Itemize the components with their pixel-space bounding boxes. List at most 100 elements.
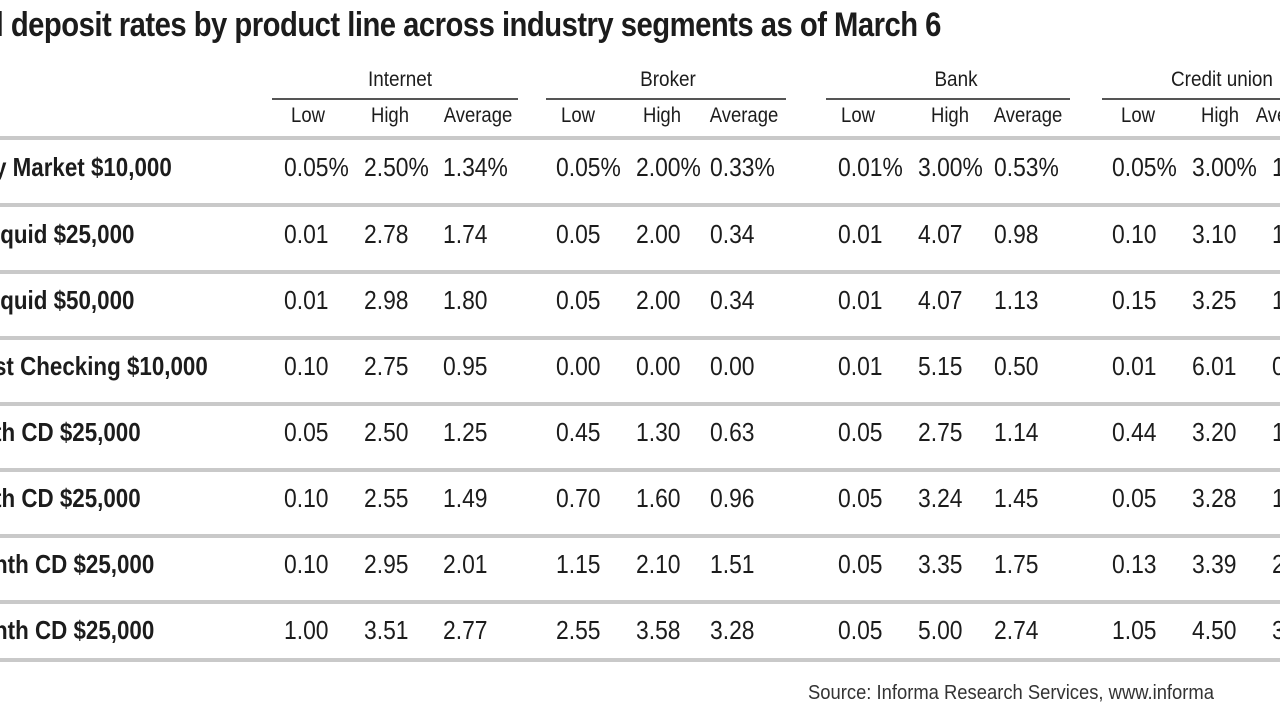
table-cell: 4.07: [918, 285, 963, 315]
table-cell: 3: [1272, 615, 1280, 646]
table-cell: 0.05: [838, 549, 883, 579]
table-cell: 1.34%: [443, 152, 508, 182]
row-divider: [0, 658, 1280, 662]
group-header-internet: Internet: [367, 68, 433, 91]
table-cell: 4.50: [1192, 615, 1237, 645]
table-cell: 3.00%: [918, 152, 983, 182]
row-label: th CD $25,000: [0, 483, 141, 513]
row-divider: [0, 534, 1280, 538]
table-cell: 2.55: [556, 615, 601, 645]
table-cell: 1.74: [443, 219, 488, 249]
table-cell: 0.45: [556, 417, 601, 447]
table-cell: 0.05%: [556, 152, 621, 182]
table-cell: 0.10: [284, 549, 329, 579]
table-cell: 1.51: [710, 549, 755, 579]
table-cell: 0.01: [284, 219, 329, 249]
table-cell: 1.05: [1112, 615, 1157, 645]
table-cell: 2.74: [994, 615, 1039, 645]
table-cell: 0.05%: [1112, 152, 1177, 182]
subcolumn-header-average: Average: [993, 104, 1063, 127]
table-cell: 0.01: [838, 219, 883, 249]
subcolumn-header-average: Average: [443, 104, 513, 127]
row-label: nth CD $25,000: [0, 615, 155, 645]
table-cell: 0.10: [284, 351, 329, 381]
table-cell: 0.00: [636, 351, 681, 381]
table-cell: 0.05: [556, 219, 601, 249]
table-cell: 3.51: [364, 615, 409, 645]
subcolumn-header-average: Average: [709, 104, 779, 127]
group-header-broker: Broker: [640, 68, 696, 91]
table-cell: 0.10: [1112, 219, 1157, 249]
table-cell: 2.98: [364, 285, 409, 315]
table-cell: 2.77: [443, 615, 488, 645]
row-divider: [0, 468, 1280, 472]
row-label: st Checking $10,000: [0, 351, 208, 381]
table-cell: 0.01: [284, 285, 329, 315]
table-cell: 3.39: [1192, 549, 1237, 579]
table-cell: 1: [1272, 285, 1280, 316]
subcolumn-header-high: High: [642, 104, 682, 127]
table-cell: 0.96: [710, 483, 755, 513]
table-cell: 5.15: [918, 351, 963, 381]
row-label: nth CD $25,000: [0, 549, 155, 579]
table-cell: 0.01: [1112, 351, 1157, 381]
table-cell: 2.10: [636, 549, 681, 579]
table-cell: 1.14: [994, 417, 1039, 447]
table-cell: 3.35: [918, 549, 963, 579]
table-cell: 0.01: [838, 351, 883, 381]
group-rule: [272, 98, 518, 100]
subcolumn-header-low: Low: [561, 104, 595, 127]
subcolumn-header-high: High: [370, 104, 410, 127]
group-rule: [546, 98, 786, 100]
table-cell: 3.28: [1192, 483, 1237, 513]
table-cell: 0.05: [838, 483, 883, 513]
table-cell: 1.49: [443, 483, 488, 513]
source-note: Source: Informa Research Services, www.i…: [808, 682, 1214, 704]
subcolumn-header-low: Low: [1121, 104, 1155, 127]
group-header-bank: Bank: [934, 68, 978, 91]
table-cell: 2: [1272, 549, 1280, 580]
row-divider: [0, 402, 1280, 406]
row-label: iquid $50,000: [0, 285, 135, 315]
table-cell: 2.00: [636, 285, 681, 315]
table-cell: 2.95: [364, 549, 409, 579]
table-cell: 1.60: [636, 483, 681, 513]
table-cell: 0.34: [710, 219, 755, 249]
table-cell: 0.00: [710, 351, 755, 381]
table-cell: 1.45: [994, 483, 1039, 513]
table-cell: 1: [1272, 417, 1280, 448]
table-cell: 3.10: [1192, 219, 1237, 249]
table-cell: 2.75: [364, 351, 409, 381]
table-cell: 2.75: [918, 417, 963, 447]
table-cell: 0.05: [838, 417, 883, 447]
row-label: y Market $10,000: [0, 152, 172, 182]
table-cell: 0.01%: [838, 152, 903, 182]
table-cell: 6.01: [1192, 351, 1237, 381]
table-cell: 0.05%: [284, 152, 349, 182]
table-cell: 3.58: [636, 615, 681, 645]
group-rule: [826, 98, 1070, 100]
table-cell: 2.55: [364, 483, 409, 513]
table-cell: 1.15: [556, 549, 601, 579]
group-rule: [1102, 98, 1280, 100]
table-cell: 0.05: [1112, 483, 1157, 513]
row-label: iquid $25,000: [0, 219, 135, 249]
row-divider: [0, 203, 1280, 207]
table-cell: 3.20: [1192, 417, 1237, 447]
subcolumn-header-average: Average: [1255, 104, 1280, 127]
table-cell: 1: [1272, 483, 1280, 514]
table-cell: 0.95: [443, 351, 488, 381]
row-label: th CD $25,000: [0, 417, 141, 447]
table-cell: 1.75: [994, 549, 1039, 579]
table-cell: 0: [1272, 351, 1280, 382]
table-cell: 0.05: [556, 285, 601, 315]
table-cell: 1: [1272, 219, 1280, 250]
table-cell: 5.00: [918, 615, 963, 645]
table-cell: 0.15: [1112, 285, 1157, 315]
table-cell: 0.05: [838, 615, 883, 645]
row-divider: [0, 600, 1280, 604]
row-divider: [0, 270, 1280, 274]
table-cell: 0.98: [994, 219, 1039, 249]
table-cell: 4.07: [918, 219, 963, 249]
table-cell: 0.10: [284, 483, 329, 513]
